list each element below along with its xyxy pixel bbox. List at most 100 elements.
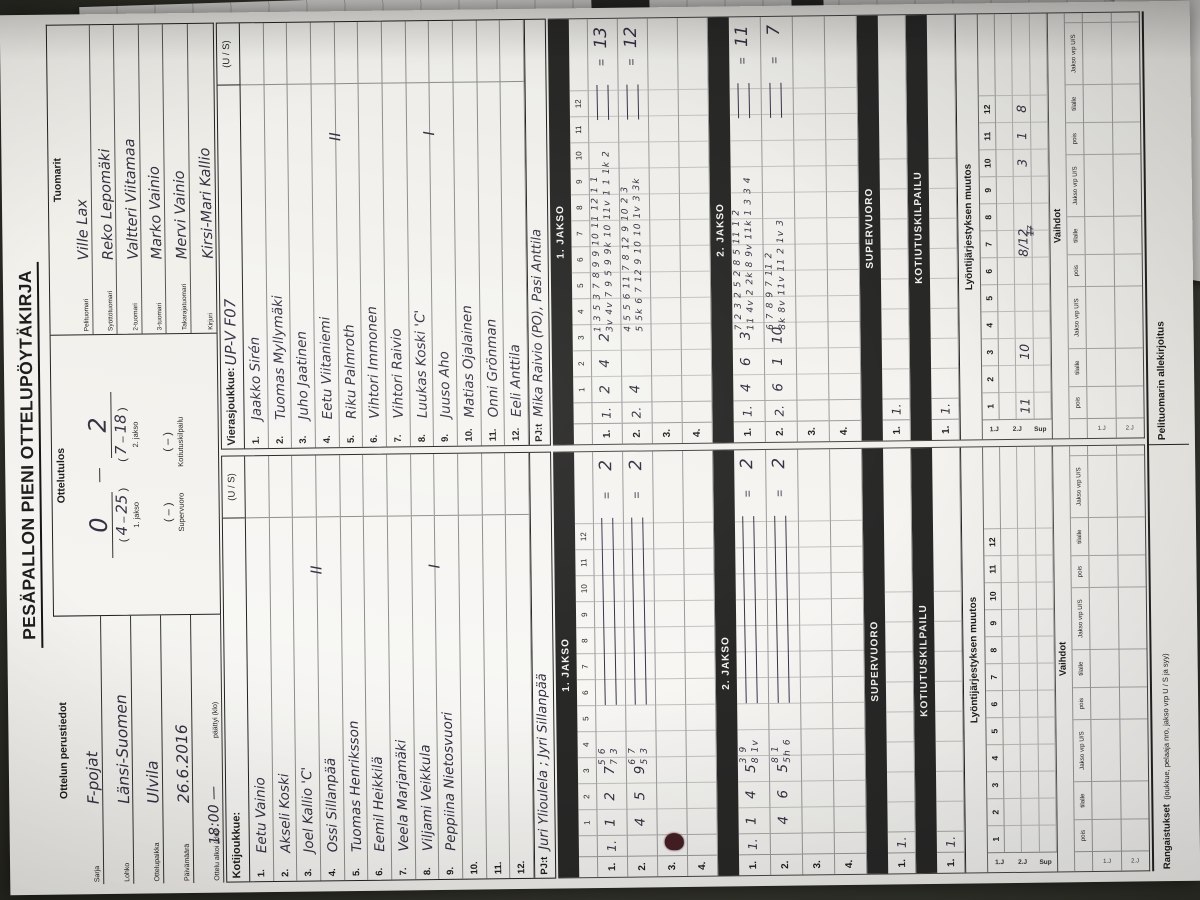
- grid-cell: [687, 781, 717, 808]
- official-role: Pelituomari: [82, 298, 91, 332]
- vaihdot-cell: [1092, 818, 1121, 852]
- muutos-cell: [1030, 94, 1048, 122]
- muutos-col-header: 6: [980, 257, 998, 285]
- info-value: 18:00 —: [205, 785, 224, 845]
- muutos-col-header: 4: [981, 311, 998, 339]
- info-label: Sarja: [94, 865, 102, 883]
- grid-col-header: 7: [571, 220, 590, 247]
- grid-cell: [657, 781, 687, 809]
- grid-cell: [682, 374, 712, 401]
- grid-cell: 4: [627, 808, 657, 835]
- official-role: 3-tuomari: [156, 302, 164, 331]
- muutos-cell: [1031, 175, 1049, 203]
- grid-row-label: 4.: [834, 852, 867, 875]
- vaihdot-cell: [1089, 586, 1118, 650]
- roster-away: Vierasjoukkue: UP-V F07 (U / S) 1. Jaakko Si…: [215, 18, 551, 450]
- muutos-row-label: 2.J: [1012, 425, 1022, 433]
- vaihdot-col-header: pois: [1072, 687, 1091, 720]
- vaihdot-row-label-text: 1.J: [1097, 425, 1106, 432]
- official-role: Syöttötuomari: [107, 290, 115, 332]
- grid-cell: 1: [764, 347, 797, 374]
- muutos-col-header: 9: [979, 176, 997, 204]
- muutos-col-header: 11: [984, 555, 1001, 583]
- vaihdot-cell: [1091, 718, 1120, 782]
- muutos-cell: [996, 148, 1014, 177]
- grid-stroke: [642, 517, 647, 705]
- muutos-cell: [996, 175, 1014, 204]
- vaihdot-row-label: [1074, 851, 1093, 872]
- grid-cell: [797, 373, 829, 400]
- grid-cell: 5: [627, 782, 657, 809]
- us-cell: [292, 455, 316, 518]
- vaihdot-cell: [1117, 554, 1146, 587]
- official-name: Marko Vainio: [146, 165, 167, 260]
- grid-sub-cell: 1.: [936, 830, 964, 852]
- muutos-value: 3: [1014, 158, 1030, 167]
- penalties-area: Rangaistukset (joukkue, pelaaja nro, jak…: [1149, 445, 1194, 871]
- vaihdot-cell: [1084, 153, 1113, 217]
- muutos-cell: [1018, 527, 1035, 555]
- muutos-col-header: 7: [980, 230, 997, 258]
- muutos-cell: [1020, 716, 1038, 744]
- us-cell: [476, 20, 500, 83]
- muutos-cell: [1021, 824, 1039, 852]
- grid-seq-line: 3v 4v 7 9 5 9 9k 10 11v 1 1 1k 2: [601, 149, 616, 332]
- grid-row-label: 3.: [652, 422, 682, 444]
- grid-total-dash: =: [735, 57, 750, 65]
- grid-row-label: 4.: [829, 419, 861, 442]
- us-cell: [387, 454, 411, 517]
- grid-cell: 4: [622, 375, 652, 402]
- player-number: 7.: [392, 434, 404, 443]
- vaihdot-cell: [1084, 121, 1112, 155]
- muutos-cell: [1004, 824, 1022, 853]
- player-number: 5.: [345, 435, 357, 444]
- grid-cell: [935, 710, 963, 741]
- vaihdot-cell: [1118, 648, 1147, 687]
- grid-seq-line: 4 5 5 6 11 7 8 12 9 10 2 3: [620, 185, 634, 332]
- grid-row: 4.: [683, 450, 719, 876]
- period-score-1-label: 1. jakso: [131, 501, 141, 528]
- grid-cell: [930, 307, 958, 338]
- player-number: 8.: [416, 434, 428, 443]
- muutos-cell: [1039, 824, 1056, 852]
- vaihdot-cell: [1113, 215, 1142, 254]
- vaihdot-cell: [1114, 285, 1143, 348]
- player-number: 3.: [303, 868, 315, 877]
- grid-stroke: [748, 83, 751, 118]
- grid-row-label: 4.: [687, 854, 718, 876]
- muutos-cell: [1014, 175, 1031, 203]
- muutos-col-header: 12: [978, 95, 996, 123]
- player-number: 1.: [256, 869, 268, 878]
- grid-col-header: 11: [575, 549, 594, 576]
- player-number: 12.: [516, 860, 528, 875]
- bottom-strip: Rangaistukset (joukkue, pelaaja nro, jak…: [1141, 10, 1195, 872]
- extra-score-1: ( – ) Supervuoro: [158, 492, 203, 532]
- grid-cell: 2: [592, 375, 622, 403]
- grid-cell: [880, 248, 908, 279]
- period-score-2-away: 18: [111, 414, 130, 434]
- grid-cell: [834, 779, 866, 807]
- grid-row-label: 1.: [882, 419, 910, 441]
- muutos-cell: 1: [1013, 121, 1031, 149]
- grid-corner: [573, 423, 592, 445]
- grid-sub-cell: [627, 834, 657, 856]
- grid-col-header: 1: [578, 809, 597, 836]
- official-name: Mervi Vainio: [171, 170, 191, 260]
- grid-col-header: 5: [577, 705, 596, 732]
- muutos-cell: [1003, 770, 1021, 799]
- vaihdot-cell: [1083, 83, 1112, 123]
- grid-row-label: 4.: [682, 421, 712, 443]
- vaihdot-cell: [1119, 686, 1148, 719]
- muutos-value: 8: [1014, 104, 1030, 113]
- muutos-col-header: 10: [984, 582, 1001, 610]
- grid-row: 2. 2. 6 1 10 6 7 8 9 7 11 2 8k 8v 11v 11 2 1v …: [760, 16, 798, 442]
- muutos-cell: [1035, 527, 1053, 555]
- grid-sub-cell: [797, 399, 829, 421]
- grid-cell: [935, 740, 963, 771]
- us-header: (U / S): [222, 456, 245, 519]
- player-number: 9.: [440, 433, 452, 442]
- player-number: 1.: [250, 436, 262, 445]
- player-number: 10.: [469, 861, 481, 875]
